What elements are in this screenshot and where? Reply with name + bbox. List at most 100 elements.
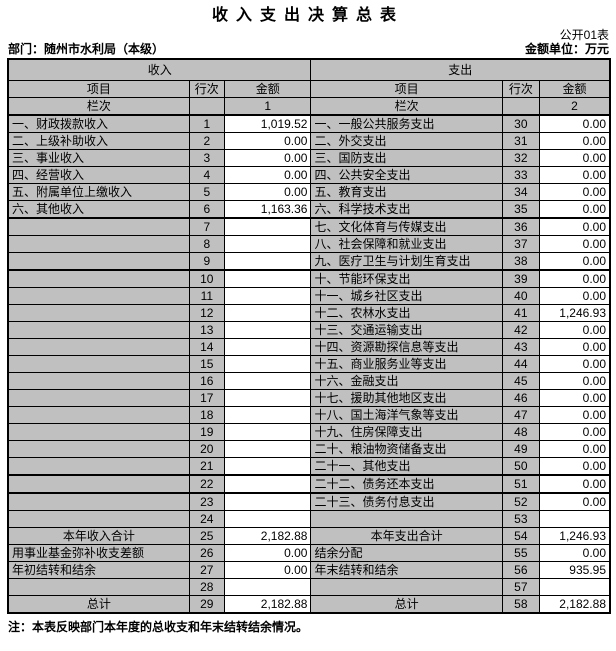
income-item-cell xyxy=(7,235,190,253)
income-line-cell: 12 xyxy=(188,304,225,322)
income-item-cell: 一、财政拨款收入 xyxy=(7,114,190,133)
income-amount-cell xyxy=(223,510,312,528)
expense-line-cell: 56 xyxy=(501,561,540,579)
income-item-cell xyxy=(7,217,190,236)
expense-item-header: 项目 xyxy=(310,80,503,98)
expense-item-cell xyxy=(310,510,503,528)
expense-item-cell: 十四、资源勘探信息等支出 xyxy=(310,338,503,356)
income-line-cell: 7 xyxy=(188,217,225,236)
income-amount-cell: 2,182.88 xyxy=(223,527,312,545)
income-amount-cell: 0.00 xyxy=(223,149,312,167)
expense-item-cell: 十三、交通运输支出 xyxy=(310,321,503,339)
income-line-cell: 11 xyxy=(188,287,225,305)
expense-item-cell xyxy=(310,578,503,596)
expense-amount-header: 金额 xyxy=(538,80,611,98)
income-line-cell: 5 xyxy=(188,183,225,201)
expense-amount-cell: 0.00 xyxy=(538,457,611,476)
income-amount-cell: 1,019.52 xyxy=(223,114,312,133)
income-line-cell: 21 xyxy=(188,457,225,476)
income-amount-cell: 0.00 xyxy=(223,132,312,150)
income-amount-cell xyxy=(223,338,312,356)
expense-line-cell: 37 xyxy=(501,235,540,253)
table-row: 六、其他收入 6 1,163.36 六、科学技术支出 35 0.00 xyxy=(7,200,611,219)
income-line-cell: 2 xyxy=(188,132,225,150)
income-item-cell xyxy=(7,389,190,407)
income-item-cell xyxy=(7,338,190,356)
expense-item-cell: 二十二、债务还本支出 xyxy=(310,474,503,494)
expense-amount-cell: 1,246.93 xyxy=(538,304,611,322)
table-row: 18 十八、国土海洋气象等支出 47 0.00 xyxy=(7,406,611,424)
income-line-cell: 4 xyxy=(188,166,225,184)
income-amount-header: 金额 xyxy=(223,80,312,98)
income-amount-cell xyxy=(223,492,312,511)
income-line-cell: 10 xyxy=(188,269,225,288)
expense-line-cell: 33 xyxy=(501,166,540,184)
expense-line-cell: 39 xyxy=(501,269,540,288)
table-row: 9 九、医疗卫生与计划生育支出 38 0.00 xyxy=(7,252,611,271)
expense-section-header: 支出 xyxy=(310,58,611,81)
income-line-cell: 14 xyxy=(188,338,225,356)
amount-unit-label: 金额单位：万元 xyxy=(524,42,609,56)
expense-item-cell: 六、科学技术支出 xyxy=(310,200,503,219)
expense-line-cell: 47 xyxy=(501,406,540,424)
table-row: 二、上级补助收入 2 0.00 二、外交支出 31 0.00 xyxy=(7,132,611,150)
table-row: 本年收入合计 25 2,182.88 本年支出合计 54 1,246.93 xyxy=(7,527,611,545)
table-section-header-row: 收入 支出 xyxy=(7,58,611,81)
income-line-cell: 27 xyxy=(188,561,225,579)
expense-line-cell: 35 xyxy=(501,200,540,219)
income-amount-cell xyxy=(223,355,312,373)
expense-line-cell: 49 xyxy=(501,440,540,458)
expense-amount-cell: 0.00 xyxy=(538,149,611,167)
expense-item-cell: 十九、住房保障支出 xyxy=(310,423,503,441)
income-item-cell xyxy=(7,372,190,390)
table-row: 13 十三、交通运输支出 42 0.00 xyxy=(7,321,611,339)
income-amount-cell xyxy=(223,252,312,271)
expense-item-cell: 十一、城乡社区支出 xyxy=(310,287,503,305)
table-row: 一、财政拨款收入 1 1,019.52 一、一般公共服务支出 30 0.00 xyxy=(7,114,611,133)
expense-line-cell: 38 xyxy=(501,252,540,271)
expense-amount-cell: 0.00 xyxy=(538,372,611,390)
income-line-cell: 13 xyxy=(188,321,225,339)
income-amount-cell: 1,163.36 xyxy=(223,200,312,219)
expense-amount-cell: 0.00 xyxy=(538,389,611,407)
income-column-index-label: 栏次 xyxy=(7,97,190,116)
income-line-cell: 8 xyxy=(188,235,225,253)
expense-item-cell: 总计 xyxy=(310,595,503,614)
income-amount-cell xyxy=(223,578,312,596)
income-amount-cell xyxy=(223,235,312,253)
table-row: 11 十一、城乡社区支出 40 0.00 xyxy=(7,287,611,305)
expense-item-cell: 十六、金融支出 xyxy=(310,372,503,390)
expense-line-cell: 31 xyxy=(501,132,540,150)
expense-item-cell: 七、文化体育与传媒支出 xyxy=(310,217,503,236)
table-row: 12 十二、农林水支出 41 1,246.93 xyxy=(7,304,611,322)
income-line-cell: 26 xyxy=(188,544,225,562)
income-amount-cell xyxy=(223,217,312,236)
table-row: 年初结转和结余 27 0.00 年末结转和结余 56 935.95 xyxy=(7,561,611,579)
expense-line-cell: 53 xyxy=(501,510,540,528)
income-amount-cell xyxy=(223,304,312,322)
income-item-cell xyxy=(7,440,190,458)
expense-amount-cell: 1,246.93 xyxy=(538,527,611,545)
income-amount-cell: 0.00 xyxy=(223,166,312,184)
expense-amount-cell: 0.00 xyxy=(538,321,611,339)
expense-item-cell: 二十三、债务付息支出 xyxy=(310,492,503,511)
expense-item-cell: 二、外交支出 xyxy=(310,132,503,150)
expense-item-cell: 五、教育支出 xyxy=(310,183,503,201)
expense-amount-cell: 0.00 xyxy=(538,406,611,424)
income-line-cell: 24 xyxy=(188,510,225,528)
income-amount-cell xyxy=(223,287,312,305)
income-item-cell: 四、经营收入 xyxy=(7,166,190,184)
expense-amount-cell xyxy=(538,578,611,596)
expense-amount-cell: 0.00 xyxy=(538,355,611,373)
expense-item-cell: 十八、国土海洋气象等支出 xyxy=(310,406,503,424)
expense-item-cell: 四、公共安全支出 xyxy=(310,166,503,184)
table-row: 20 二十、粮油物资储备支出 49 0.00 xyxy=(7,440,611,458)
expense-amount-cell: 0.00 xyxy=(538,440,611,458)
income-item-cell: 用事业基金弥补收支差额 xyxy=(7,544,190,562)
expense-item-cell: 结余分配 xyxy=(310,544,503,562)
expense-line-cell: 45 xyxy=(501,372,540,390)
table-row: 14 十四、资源勘探信息等支出 43 0.00 xyxy=(7,338,611,356)
expense-amount-cell: 0.00 xyxy=(538,200,611,219)
expense-item-cell: 八、社会保障和就业支出 xyxy=(310,235,503,253)
expense-line-cell: 46 xyxy=(501,389,540,407)
